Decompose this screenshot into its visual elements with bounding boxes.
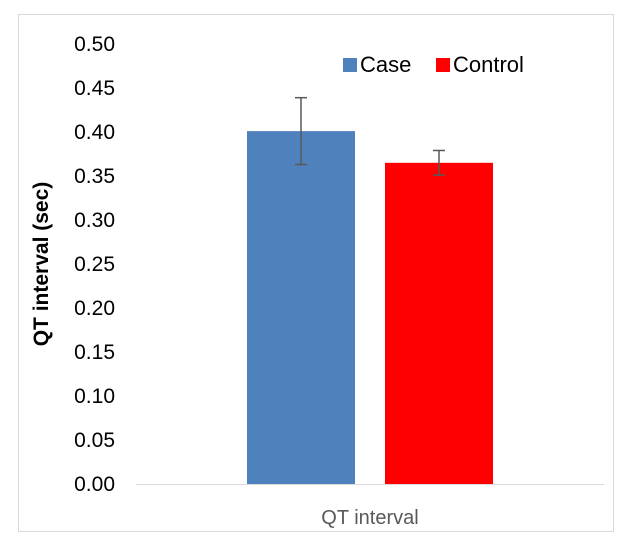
legend-label-case: Case bbox=[360, 52, 411, 77]
legend-label-control: Control bbox=[453, 52, 524, 77]
y-tick-label: 0.50 bbox=[74, 33, 115, 56]
y-tick-label: 0.30 bbox=[74, 209, 115, 232]
y-tick-label: 0.10 bbox=[74, 385, 115, 408]
y-tick-label: 0.35 bbox=[74, 165, 115, 188]
legend-swatch-case bbox=[343, 58, 357, 72]
bars bbox=[247, 131, 493, 485]
bar-control bbox=[385, 162, 493, 485]
y-axis-title: QT interval (sec) bbox=[30, 182, 53, 347]
y-tick-label: 0.20 bbox=[74, 297, 115, 320]
y-tick-label: 0.25 bbox=[74, 253, 115, 276]
error-bar-case bbox=[295, 96, 307, 166]
y-tick-label: 0.05 bbox=[74, 429, 115, 452]
bar-case bbox=[247, 131, 355, 484]
error-bars bbox=[295, 96, 445, 176]
y-axis-ticks: 0.00 0.05 0.10 0.15 0.20 0.25 0.30 0.35 0.40 0.45… bbox=[74, 33, 115, 496]
legend-swatch-control bbox=[436, 58, 450, 72]
error-bar-control bbox=[433, 149, 445, 176]
y-tick-label: 0.00 bbox=[74, 473, 115, 496]
legend: Case Control bbox=[343, 52, 524, 77]
y-tick-label: 0.45 bbox=[74, 77, 115, 100]
y-tick-label: 0.40 bbox=[74, 121, 115, 144]
y-axis-title-group: QT interval (sec) bbox=[30, 182, 53, 347]
x-category-label: QT interval bbox=[321, 507, 418, 529]
y-tick-label: 0.15 bbox=[74, 341, 115, 364]
category-labels: QT interval bbox=[321, 507, 418, 529]
